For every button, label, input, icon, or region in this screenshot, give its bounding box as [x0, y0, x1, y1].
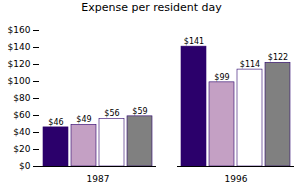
svg-text:$20: $20: [13, 144, 30, 154]
svg-text:$99: $99: [214, 73, 229, 82]
svg-text:$100: $100: [8, 76, 31, 86]
svg-text:$80: $80: [13, 93, 30, 103]
svg-text:1987: 1987: [87, 174, 110, 184]
svg-text:$49: $49: [76, 115, 91, 124]
svg-text:$114: $114: [240, 60, 260, 69]
svg-text:$141: $141: [184, 37, 204, 46]
svg-text:$46: $46: [48, 118, 63, 127]
svg-text:$120: $120: [8, 59, 31, 69]
svg-text:$59: $59: [132, 107, 147, 116]
svg-text:$0: $0: [19, 161, 31, 171]
svg-text:$56: $56: [104, 109, 119, 118]
svg-text:$40: $40: [13, 127, 30, 137]
svg-text:$122: $122: [268, 53, 288, 62]
svg-text:$60: $60: [13, 110, 30, 120]
svg-text:$160: $160: [8, 25, 31, 35]
html-text:Expense per resident day: Expense per resident day: [81, 1, 222, 14]
svg-text:1996: 1996: [225, 174, 248, 184]
svg-text:$140: $140: [8, 42, 31, 52]
